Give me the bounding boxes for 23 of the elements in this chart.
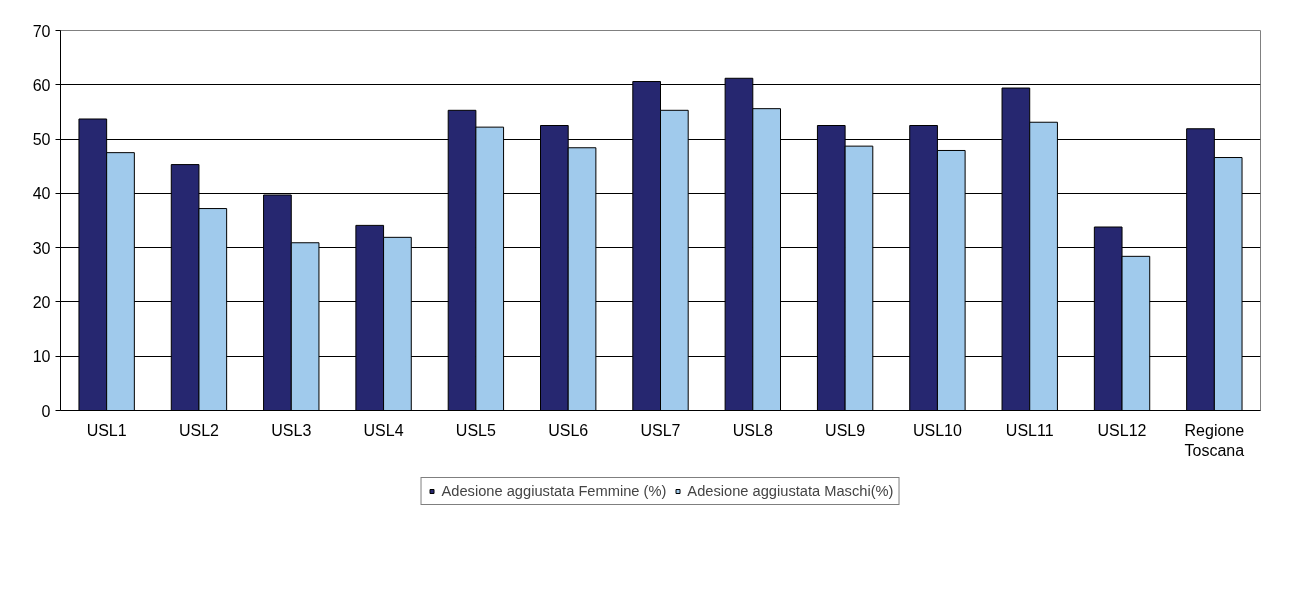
y-tick-label: 40 bbox=[32, 185, 51, 203]
x-tick-label: USL11 bbox=[1005, 421, 1054, 439]
y-tick-label: 20 bbox=[32, 293, 51, 311]
y-tick-label: 70 bbox=[32, 22, 51, 40]
legend-label: Adesione aggiustata Femmine (%) bbox=[441, 483, 667, 499]
x-tick-label: USL5 bbox=[455, 421, 496, 439]
x-tick-label: USL1 bbox=[86, 421, 127, 439]
y-tick-label: 0 bbox=[41, 402, 51, 420]
x-tick-label: USL7 bbox=[640, 421, 681, 439]
x-tick-label: USL3 bbox=[271, 421, 312, 439]
x-tick-label: USL6 bbox=[548, 421, 589, 439]
y-tick-label: 50 bbox=[32, 131, 51, 149]
x-tick-label: USL12 bbox=[1097, 421, 1147, 439]
x-tick-label: USL4 bbox=[363, 421, 404, 439]
x-tick-label: USL2 bbox=[178, 421, 220, 439]
x-tick-label: USL9 bbox=[825, 421, 866, 439]
y-tick-label: 30 bbox=[32, 239, 51, 257]
x-tick-label: Regione Toscana bbox=[1184, 421, 1245, 459]
y-tick-label: 60 bbox=[32, 76, 51, 94]
x-tick-label: USL8 bbox=[732, 421, 773, 439]
y-tick-label: 10 bbox=[32, 348, 51, 366]
x-tick-label: USL10 bbox=[912, 421, 962, 439]
legend-label: Adesione aggiustata Maschi(%) bbox=[687, 483, 894, 499]
